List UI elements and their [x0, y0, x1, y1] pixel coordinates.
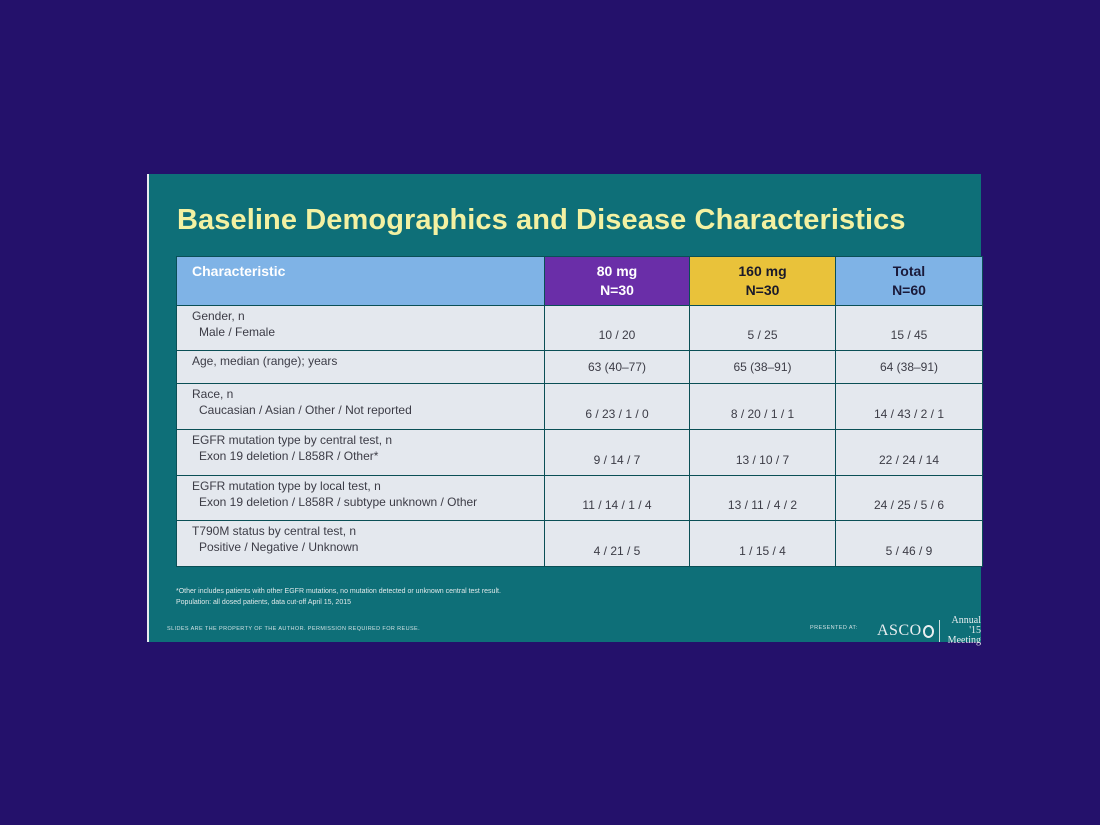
logo-meeting-line: Meeting [947, 635, 981, 646]
row-label-cell: T790M status by central test, n Positive… [176, 520, 545, 567]
value-80mg: 9 / 14 / 7 [544, 429, 690, 476]
logo-annual-line: Annual '15 [951, 615, 981, 636]
row-label: EGFR mutation type by central test, n [192, 433, 393, 447]
value-total: 64 (38–91) [835, 350, 983, 384]
row-label-cell: Race, n Caucasian / Asian / Other / Not … [176, 383, 545, 430]
slide-title: Baseline Demographics and Disease Charac… [177, 204, 906, 236]
asco-logo: ASCO Annual '15 Meeting [877, 616, 981, 646]
value-total: 5 / 46 / 9 [835, 520, 983, 567]
value-160mg: 13 / 10 / 7 [689, 429, 836, 476]
header-total-n: N=60 [892, 282, 926, 298]
value-160mg: 13 / 11 / 4 / 2 [689, 475, 836, 521]
header-80mg-n: N=30 [600, 282, 634, 298]
row-sublabel: Positive / Negative / Unknown [199, 540, 359, 554]
table-row: Gender, n Male / Female 10 / 20 5 / 25 1… [176, 305, 983, 351]
value-total: 14 / 43 / 2 / 1 [835, 383, 983, 430]
value-total: 15 / 45 [835, 305, 983, 351]
table-row: Age, median (range); years 63 (40–77) 65… [176, 350, 983, 384]
header-160mg: 160 mg N=30 [689, 256, 836, 306]
row-label-cell: EGFR mutation type by local test, n Exon… [176, 475, 545, 521]
value-160mg: 1 / 15 / 4 [689, 520, 836, 567]
row-label: Race, n [192, 387, 234, 401]
footnote-other: *Other includes patients with other EGFR… [176, 588, 501, 595]
row-label: Gender, n [192, 309, 245, 323]
header-total: Total N=60 [835, 256, 983, 306]
header-80mg: 80 mg N=30 [544, 256, 690, 306]
footer-copyright: SLIDES ARE THE PROPERTY OF THE AUTHOR. P… [167, 626, 421, 632]
value-160mg: 65 (38–91) [689, 350, 836, 384]
header-characteristic-label: Characteristic [192, 263, 286, 279]
asco-logo-icon [922, 624, 935, 638]
table-row: EGFR mutation type by local test, n Exon… [176, 475, 983, 521]
value-80mg: 6 / 23 / 1 / 0 [544, 383, 690, 430]
value-160mg: 5 / 25 [689, 305, 836, 351]
row-sublabel: Exon 19 deletion / L858R / subtype unkno… [199, 495, 478, 509]
row-label-cell: Age, median (range); years [176, 350, 545, 384]
footnote-population: Population: all dosed patients, data cut… [176, 599, 351, 606]
footer-presented-at: PRESENTED AT: [810, 625, 858, 631]
value-80mg: 4 / 21 / 5 [544, 520, 690, 567]
table-row: EGFR mutation type by central test, n Ex… [176, 429, 983, 476]
row-label: T790M status by central test, n [192, 524, 357, 538]
row-label: EGFR mutation type by local test, n [192, 479, 381, 493]
header-160mg-dose: 160 mg [738, 263, 787, 279]
row-label: Age, median (range); years [192, 354, 338, 368]
table-row: Race, n Caucasian / Asian / Other / Not … [176, 383, 983, 430]
footnotes: *Other includes patients with other EGFR… [176, 586, 501, 608]
row-label-cell: EGFR mutation type by central test, n Ex… [176, 429, 545, 476]
row-sublabel: Caucasian / Asian / Other / Not reported [199, 403, 412, 417]
row-label-cell: Gender, n Male / Female [176, 305, 545, 351]
logo-divider [939, 620, 940, 642]
table-row: T790M status by central test, n Positive… [176, 520, 983, 567]
header-160mg-n: N=30 [745, 282, 780, 298]
value-80mg: 10 / 20 [544, 305, 690, 351]
value-160mg: 8 / 20 / 1 / 1 [689, 383, 836, 430]
demographics-table: Characteristic 80 mg N=30 160 mg N=30 To… [176, 256, 983, 567]
header-80mg-dose: 80 mg [596, 263, 638, 279]
header-characteristic: Characteristic [176, 256, 545, 306]
logo-text: ASCO [877, 622, 922, 639]
row-sublabel: Male / Female [199, 325, 276, 339]
logo-annual-meeting: Annual '15 Meeting [945, 616, 981, 646]
header-total-label: Total [892, 263, 926, 279]
row-sublabel: Exon 19 deletion / L858R / Other* [199, 449, 379, 463]
value-total: 22 / 24 / 14 [835, 429, 983, 476]
value-total: 24 / 25 / 5 / 6 [835, 475, 983, 521]
table-header-row: Characteristic 80 mg N=30 160 mg N=30 To… [176, 256, 983, 306]
value-80mg: 11 / 14 / 1 / 4 [544, 475, 690, 521]
slide: Baseline Demographics and Disease Charac… [147, 174, 983, 646]
value-80mg: 63 (40–77) [544, 350, 690, 384]
